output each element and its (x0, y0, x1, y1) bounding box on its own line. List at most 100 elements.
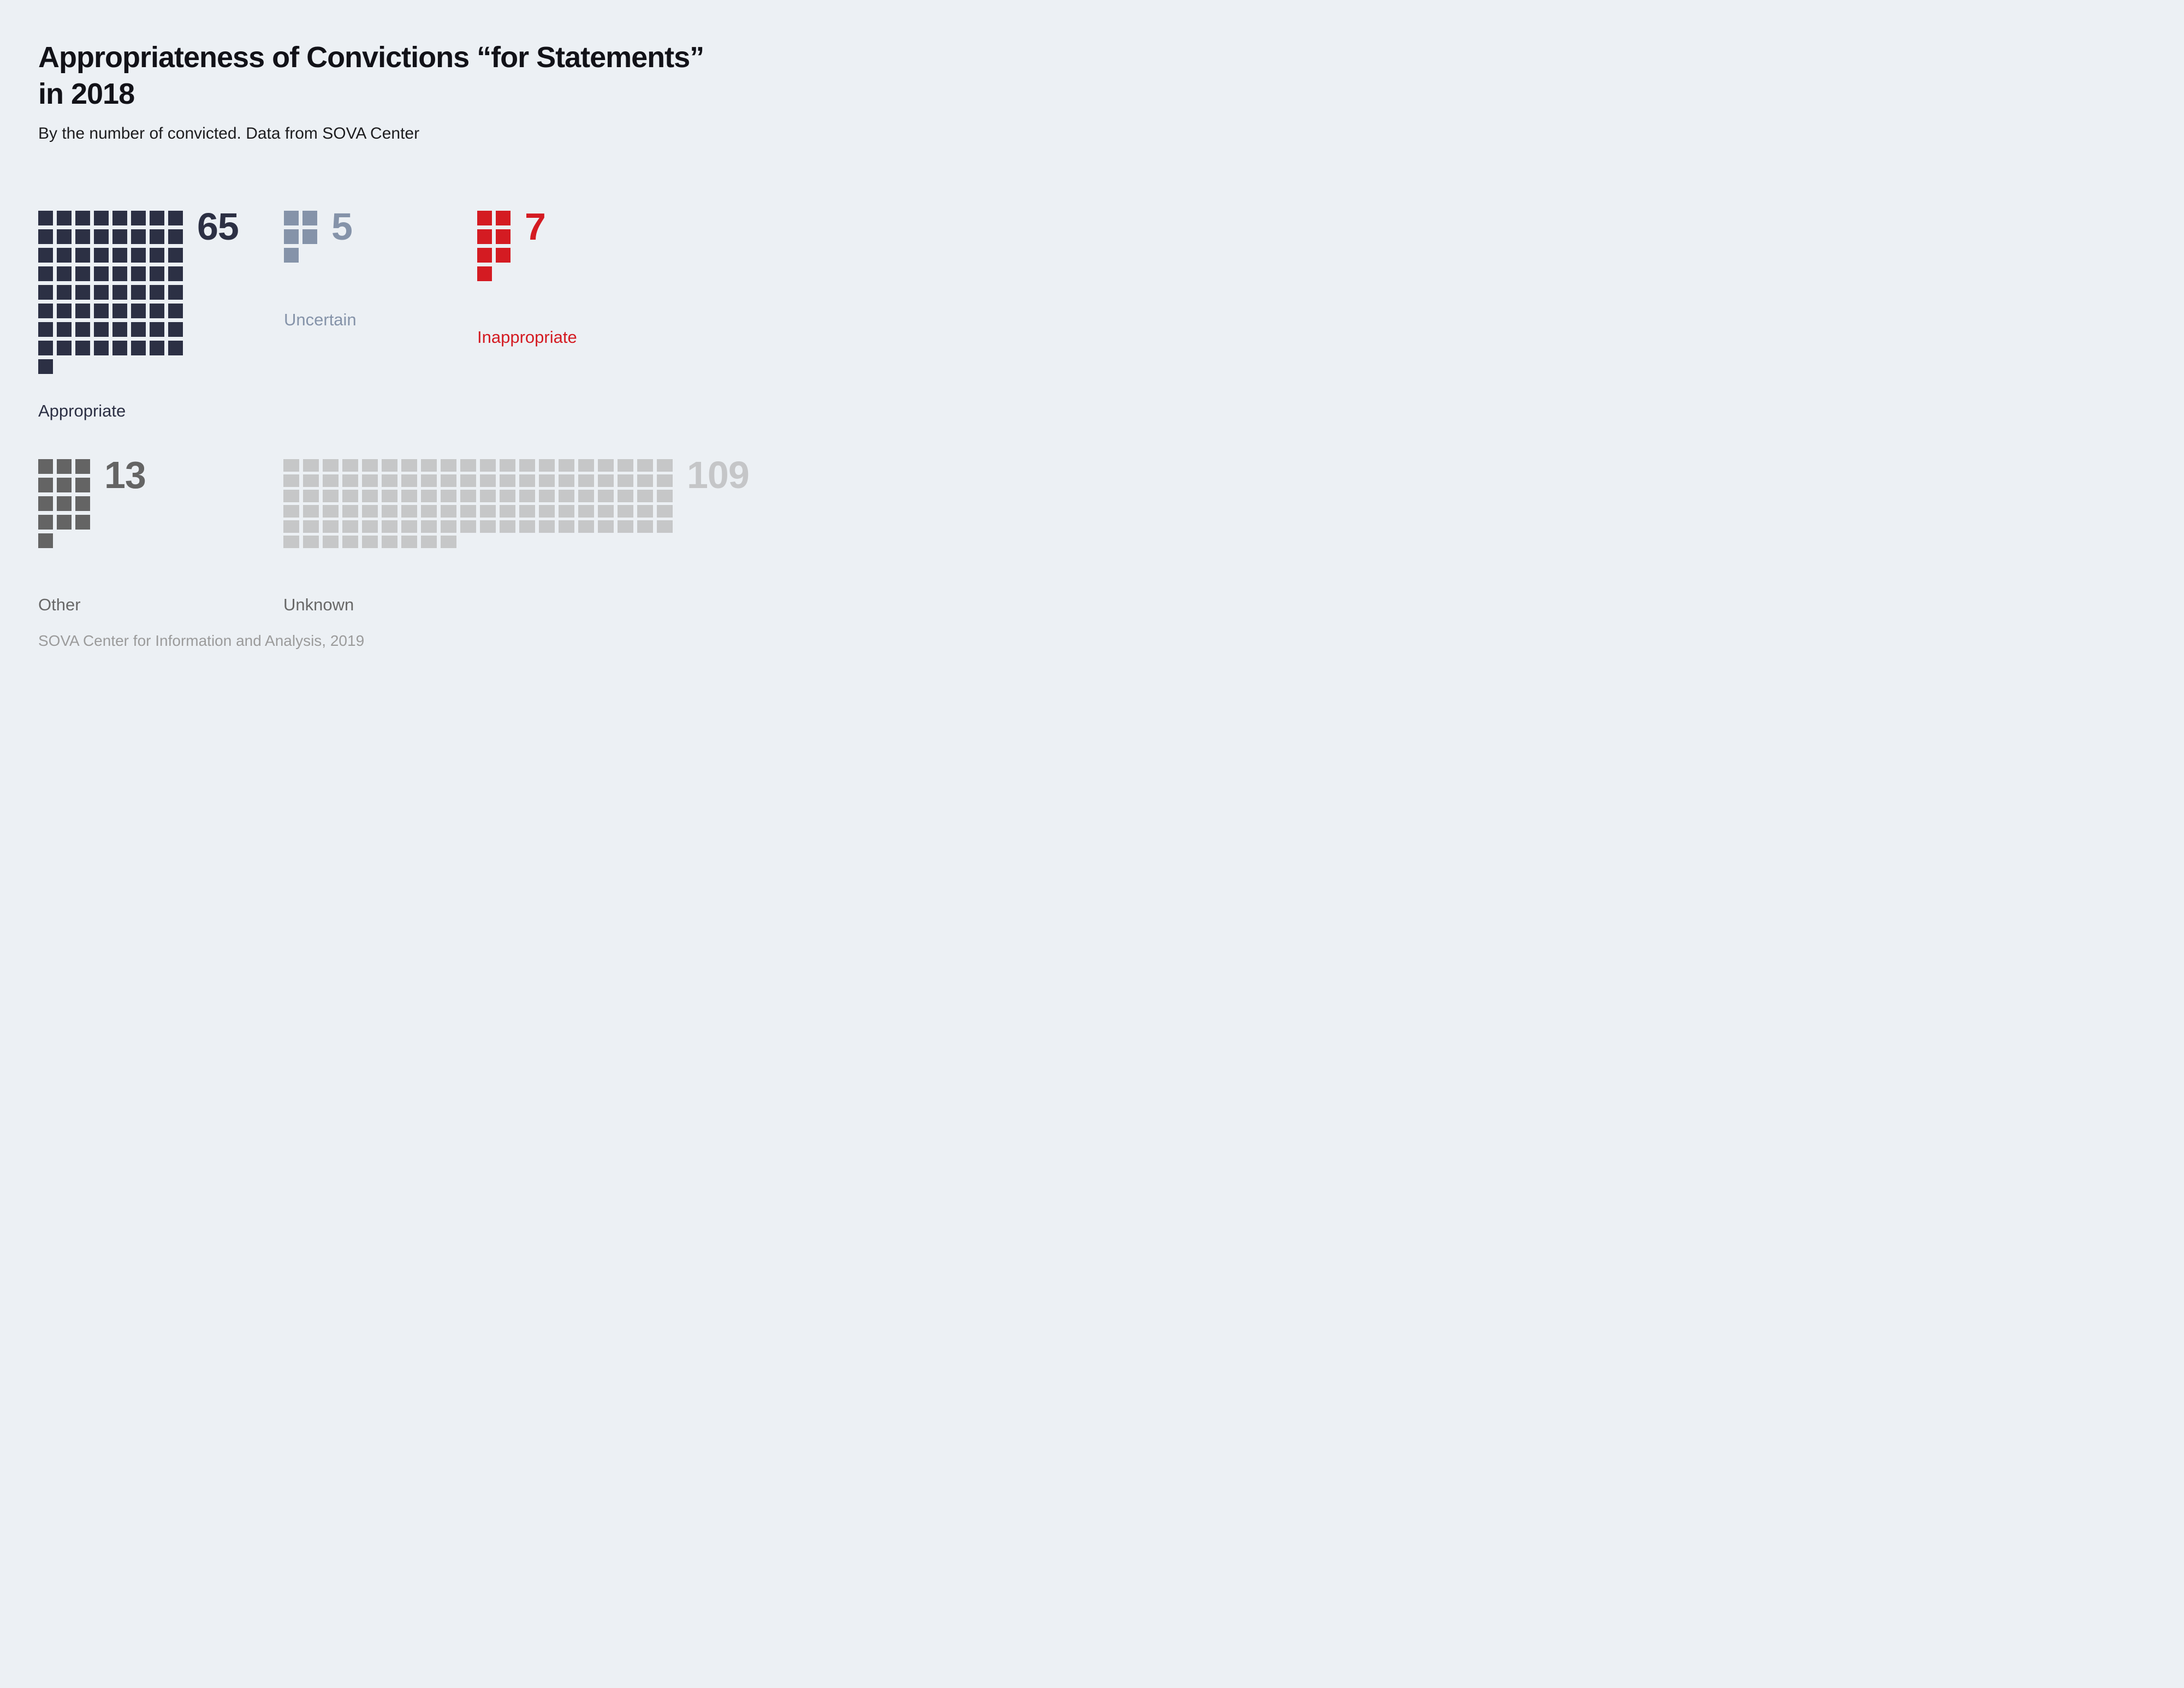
waffle-square (460, 490, 476, 502)
waffle-square (323, 520, 339, 533)
waffle-square (150, 248, 164, 263)
waffle-square (168, 285, 183, 300)
waffle-square (578, 520, 594, 533)
waffle-square (382, 474, 397, 487)
waffle-square (598, 520, 614, 533)
waffle-square (57, 248, 72, 263)
waffle-square (460, 520, 476, 533)
waffle-square (500, 505, 515, 518)
page-title: Appropriateness of Convictions “for Stat… (38, 39, 704, 112)
waffle-square (480, 474, 496, 487)
waffle-square (618, 490, 633, 502)
waffle-square (57, 496, 72, 511)
waffle-square (75, 341, 90, 355)
waffle-square (283, 459, 299, 472)
waffle-square (480, 520, 496, 533)
value-uncertain: 5 (331, 205, 353, 248)
waffle-square (460, 505, 476, 518)
waffle-square (283, 490, 299, 502)
label-appropriate: Appropriate (38, 401, 126, 420)
waffle-square (401, 520, 417, 533)
waffle-square (112, 322, 127, 337)
waffle-square (38, 359, 53, 374)
waffle-square (283, 474, 299, 487)
waffle-square (500, 520, 515, 533)
waffle-square (303, 459, 319, 472)
category-block-inappropriate: 7 Inappropriate (477, 207, 577, 347)
waffle-square (578, 459, 594, 472)
waffle-square (57, 478, 72, 492)
waffle-square (57, 515, 72, 530)
waffle-square (477, 266, 492, 281)
waffle-square (578, 490, 594, 502)
waffle-square (421, 474, 437, 487)
waffle-square (657, 520, 673, 533)
waffle-square (480, 490, 496, 502)
waffle-grid-unknown (283, 459, 673, 548)
waffle-square (519, 474, 535, 487)
waffle-square (112, 341, 127, 355)
waffle-square (131, 211, 146, 225)
waffle-square (480, 459, 496, 472)
waffle-square (112, 266, 127, 281)
waffle-square (75, 322, 90, 337)
waffle-square (283, 505, 299, 518)
waffle-square (441, 520, 456, 533)
waffle-square (460, 474, 476, 487)
grid-row-unknown: 109 (283, 454, 750, 548)
waffle-square (131, 229, 146, 244)
waffle-square (496, 248, 511, 263)
waffle-square (168, 211, 183, 225)
waffle-square (57, 266, 72, 281)
waffle-square (38, 229, 53, 244)
waffle-square (539, 505, 555, 518)
waffle-square (303, 536, 319, 548)
waffle-square (421, 490, 437, 502)
waffle-square (75, 496, 90, 511)
waffle-square (168, 266, 183, 281)
waffle-square (57, 459, 72, 474)
waffle-square (519, 490, 535, 502)
waffle-square (500, 474, 515, 487)
waffle-square (441, 490, 456, 502)
waffle-square (75, 229, 90, 244)
waffle-square (539, 490, 555, 502)
source-footer: SOVA Center for Information and Analysis… (38, 632, 365, 649)
waffle-square (303, 490, 319, 502)
waffle-square (112, 304, 127, 318)
waffle-square (618, 474, 633, 487)
label-inappropriate: Inappropriate (477, 328, 577, 347)
waffle-square (323, 459, 339, 472)
waffle-square (559, 505, 574, 518)
waffle-square (460, 459, 476, 472)
waffle-square (38, 341, 53, 355)
grid-row-inappropriate: 7 (477, 207, 577, 281)
waffle-square (112, 248, 127, 263)
waffle-square (75, 459, 90, 474)
waffle-square (362, 474, 378, 487)
waffle-square (598, 505, 614, 518)
waffle-square (303, 505, 319, 518)
waffle-square (150, 211, 164, 225)
waffle-square (477, 229, 492, 244)
waffle-square (362, 505, 378, 518)
waffle-square (382, 505, 397, 518)
waffle-square (382, 459, 397, 472)
waffle-square (382, 536, 397, 548)
value-unknown: 109 (687, 454, 750, 496)
waffle-square (94, 211, 109, 225)
waffle-square (112, 229, 127, 244)
waffle-square (637, 520, 653, 533)
waffle-square (38, 496, 53, 511)
waffle-square (131, 322, 146, 337)
waffle-square (559, 490, 574, 502)
waffle-square (441, 536, 456, 548)
waffle-square (94, 285, 109, 300)
waffle-square (57, 304, 72, 318)
waffle-square (38, 533, 53, 548)
waffle-square (362, 490, 378, 502)
waffle-square (637, 474, 653, 487)
waffle-square (150, 229, 164, 244)
waffle-square (519, 505, 535, 518)
waffle-square (75, 304, 90, 318)
